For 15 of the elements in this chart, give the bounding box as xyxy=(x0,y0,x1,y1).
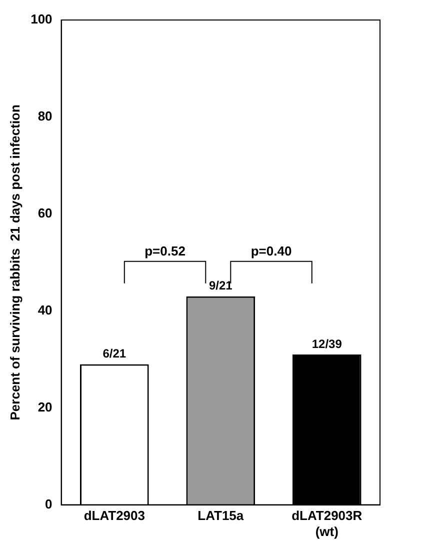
annotation: p=0.52 xyxy=(144,243,186,258)
annotation: p=0.40 xyxy=(250,243,292,258)
x-tick-label: dLAT2903R (wt) xyxy=(292,508,363,539)
x-tick-label: dLAT2903 xyxy=(84,508,145,524)
y-tick-label: 60 xyxy=(38,206,52,220)
y-tick-label: 100 xyxy=(30,12,52,27)
y-axis-title: Percent of surviving rabbits 21 days post infection xyxy=(7,104,22,420)
data-label: 12/39 xyxy=(312,336,342,351)
y-tick-label: 80 xyxy=(38,108,52,124)
y-tick-label: 20 xyxy=(38,399,52,414)
x-tick-label: LAT15a xyxy=(198,508,244,524)
data-label: 6/21 xyxy=(102,346,126,361)
data-label: 9/21 xyxy=(208,278,233,293)
y-tick-label: 0 xyxy=(45,496,52,512)
y-tick-label: 40 xyxy=(38,302,52,318)
